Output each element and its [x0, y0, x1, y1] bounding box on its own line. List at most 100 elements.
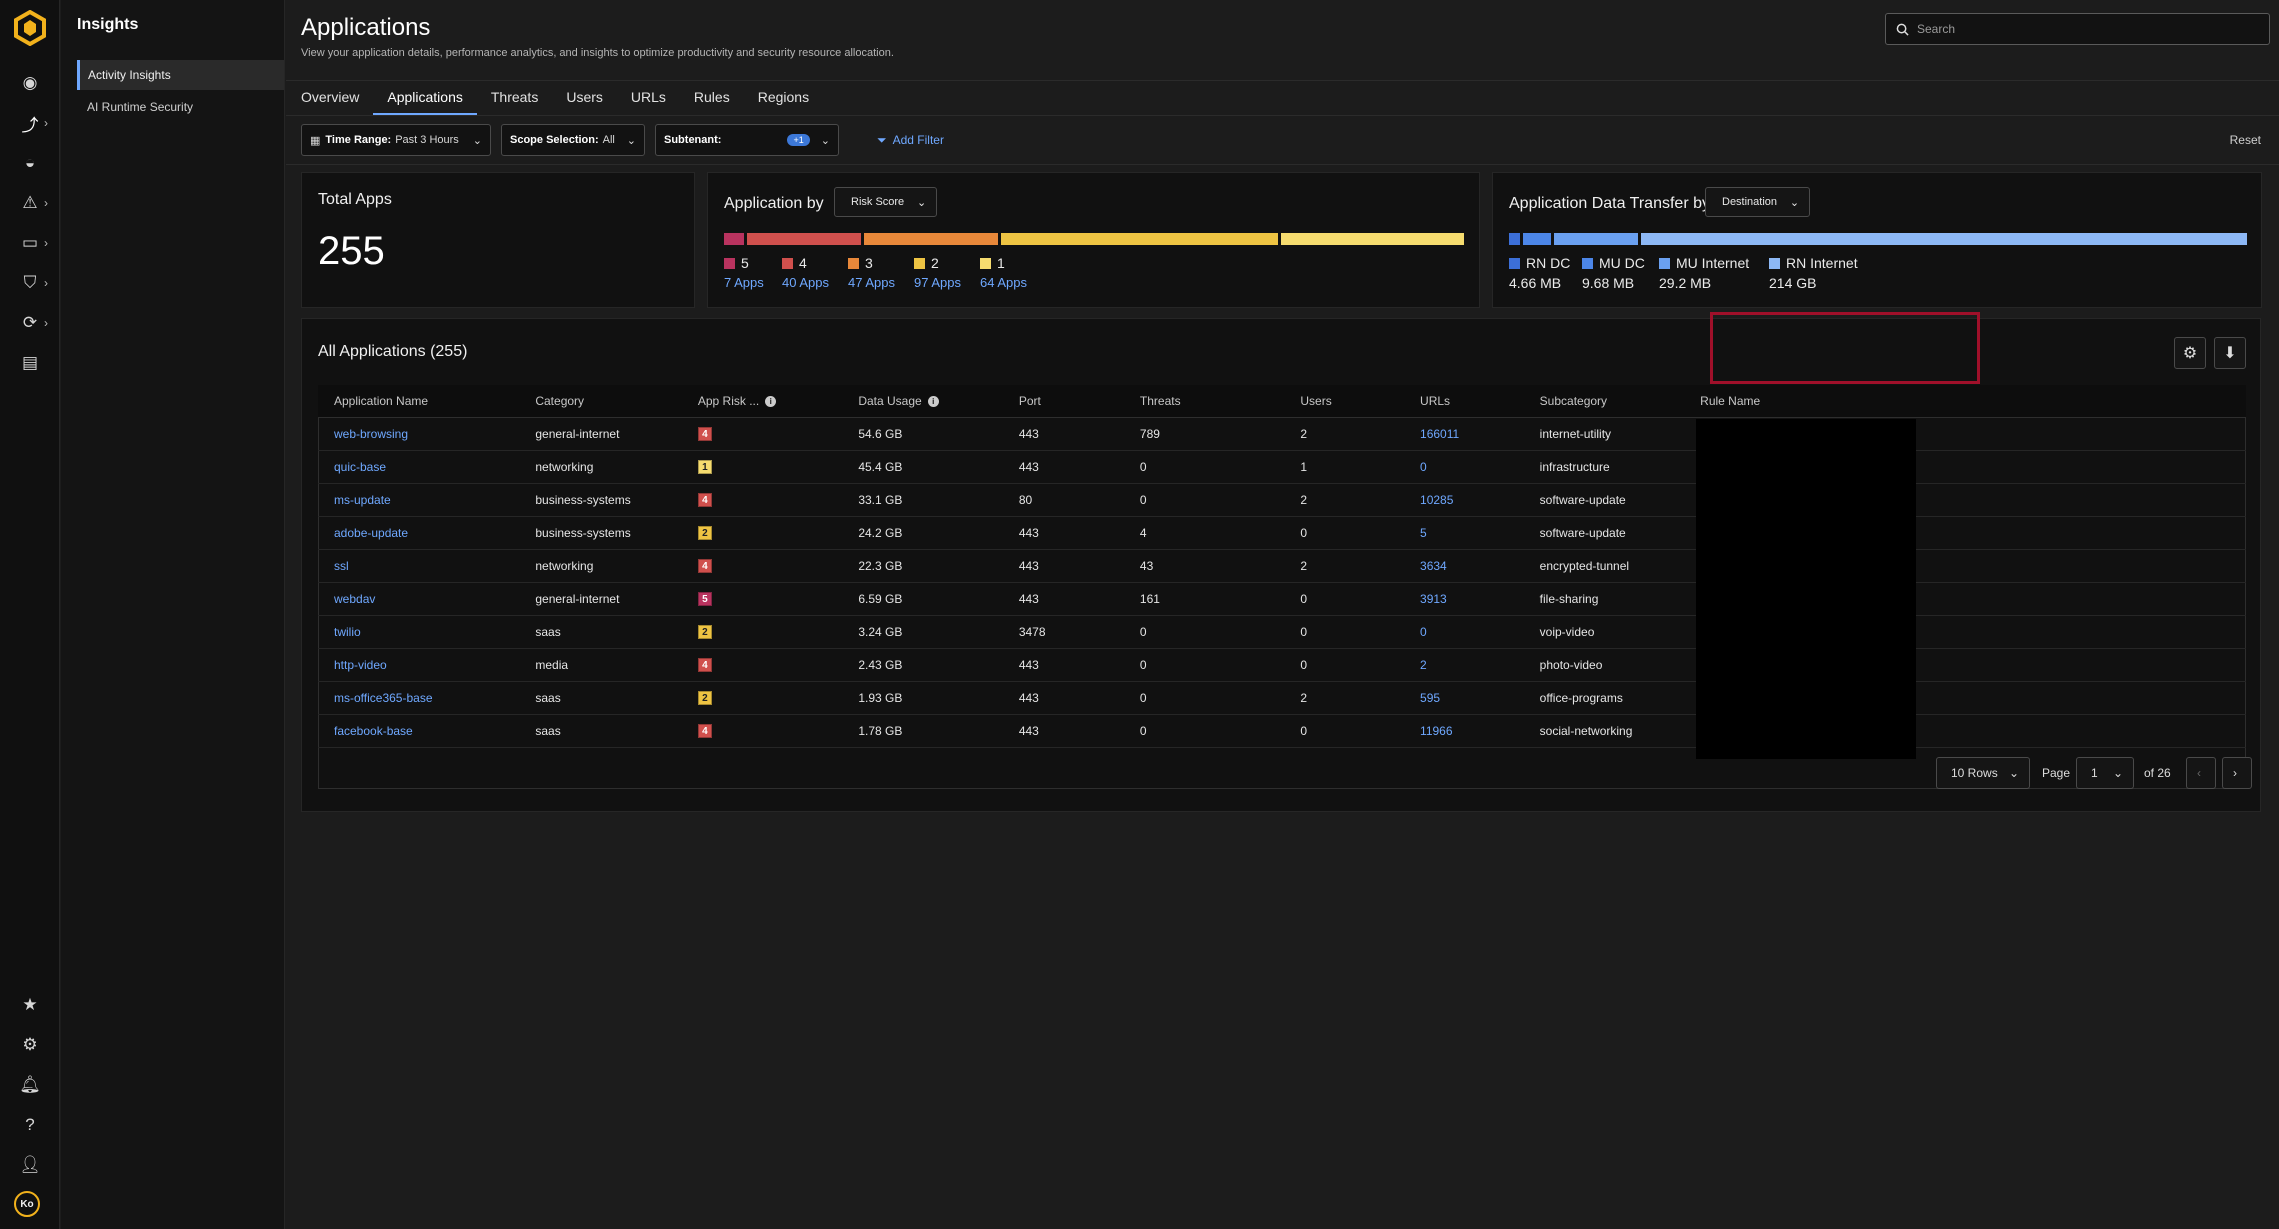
- sidebar-item-activity-insights[interactable]: Activity Insights: [77, 60, 284, 90]
- bell-icon[interactable]: 🔔︎: [19, 1075, 41, 1094]
- table-cell[interactable]: 166011: [1404, 417, 1524, 451]
- risk-segment-4[interactable]: [746, 233, 862, 245]
- tab-regions[interactable]: Regions: [757, 88, 810, 105]
- column-header[interactable]: Users: [1284, 385, 1405, 418]
- risk-segment-1[interactable]: [1281, 233, 1464, 245]
- table-row[interactable]: http-video media 4 2.43 GB 443 0 0 2 photo-video: [318, 648, 2246, 682]
- table-cell[interactable]: 0: [1404, 450, 1524, 484]
- table-row[interactable]: webdav general-internet 5 6.59 GB 443 161 0 391…: [318, 582, 2246, 616]
- shield-icon[interactable]: ⛉: [23, 273, 37, 292]
- legend-app-count-link[interactable]: 7 Apps: [724, 275, 764, 290]
- reset-button[interactable]: Reset: [2229, 133, 2261, 147]
- table-row[interactable]: adobe-update business-systems 2 24.2 GB 443 4…: [318, 516, 2246, 550]
- help-icon[interactable]: ?: [25, 1115, 35, 1134]
- table-row[interactable]: ssl networking 4 22.3 GB 443 43 2 3634 encrypted…: [318, 549, 2246, 583]
- table-row[interactable]: twilio saas 2 3.24 GB 3478 0 0 0 voip-video: [318, 615, 2246, 649]
- table-cell[interactable]: adobe-update: [318, 516, 520, 550]
- next-page-button[interactable]: ›: [2222, 757, 2252, 789]
- info-icon[interactable]: i: [927, 396, 939, 408]
- table-row[interactable]: web-browsing general-internet 4 54.6 GB 443 7…: [318, 417, 2246, 451]
- download-button[interactable]: ⬇: [2214, 337, 2246, 369]
- table-cell[interactable]: 10285: [1404, 483, 1524, 517]
- table-row[interactable]: ms-update business-systems 4 33.1 GB 80 0 2 102…: [318, 483, 2246, 517]
- user-icon[interactable]: 👤︎: [19, 1155, 41, 1174]
- column-header[interactable]: Category: [519, 385, 682, 418]
- tab-threats[interactable]: Threats: [490, 88, 539, 105]
- column-header[interactable]: Rule Name: [1684, 385, 2246, 418]
- sidebar-item-ai-runtime-security[interactable]: AI Runtime Security: [77, 92, 284, 122]
- risk-score-dropdown[interactable]: Risk Score ⌄: [834, 187, 938, 217]
- insights-icon[interactable]: ⤴: [21, 115, 39, 135]
- table-cell[interactable]: 2: [1404, 648, 1524, 682]
- transfer-segment-rn-internet[interactable]: [1641, 233, 2247, 245]
- scope-selection-dropdown[interactable]: Scope Selection: All ⌄: [501, 124, 645, 156]
- chevron-right-icon[interactable]: ›: [44, 316, 48, 330]
- column-header[interactable]: URLs: [1404, 385, 1524, 418]
- workflow-icon[interactable]: ⟳: [22, 313, 38, 332]
- tab-overview[interactable]: Overview: [301, 88, 360, 105]
- table-settings-button[interactable]: ⚙: [2174, 337, 2206, 369]
- table-cell[interactable]: 595: [1404, 681, 1524, 715]
- info-icon[interactable]: i: [765, 396, 777, 408]
- column-header-label: Data Usage: [858, 393, 922, 408]
- table-cell[interactable]: 3634: [1404, 549, 1524, 583]
- table-cell[interactable]: web-browsing: [318, 417, 520, 451]
- chevron-right-icon[interactable]: ›: [44, 276, 48, 290]
- table-cell[interactable]: 5: [1404, 516, 1524, 550]
- legend-app-count-link[interactable]: 64 Apps: [980, 275, 1027, 290]
- chevron-right-icon[interactable]: ›: [44, 116, 48, 130]
- search-input[interactable]: Search: [1885, 13, 2270, 45]
- table-row[interactable]: ms-office365-base saas 2 1.93 GB 443 0 2 595 off…: [318, 681, 2246, 715]
- column-header[interactable]: App Risk ... i: [681, 385, 843, 418]
- tab-applications[interactable]: Applications: [373, 80, 477, 115]
- legend-app-count-link[interactable]: 97 Apps: [914, 275, 961, 290]
- alerts-icon[interactable]: ⚠: [22, 193, 38, 212]
- subtenant-dropdown[interactable]: Subtenant: +1 ⌄: [655, 124, 839, 156]
- table-cell[interactable]: http-video: [318, 648, 520, 682]
- page-number-dropdown[interactable]: 1 ⌄: [2076, 757, 2134, 789]
- transfer-segment-mu-dc[interactable]: [1523, 233, 1551, 245]
- table-cell[interactable]: 11966: [1404, 714, 1524, 748]
- column-header[interactable]: Threats: [1123, 385, 1285, 418]
- legend-app-count-link[interactable]: 40 Apps: [782, 275, 829, 290]
- star-icon[interactable]: ★: [22, 995, 38, 1014]
- add-filter-button[interactable]: ⏷ Add Filter: [877, 124, 944, 156]
- tab-users[interactable]: Users: [566, 88, 603, 105]
- column-header[interactable]: Subcategory: [1523, 385, 1685, 418]
- risk-segment-5[interactable]: [724, 233, 744, 245]
- previous-page-button[interactable]: ‹: [2186, 757, 2216, 789]
- table-row[interactable]: quic-base networking 1 45.4 GB 443 0 1 0 infrast…: [318, 450, 2246, 484]
- risk-segment-3[interactable]: [864, 233, 999, 245]
- monitor-icon[interactable]: ▭: [21, 233, 39, 252]
- dashboard-icon[interactable]: ◒: [24, 153, 36, 172]
- chevron-right-icon[interactable]: ›: [44, 236, 48, 250]
- risk-segment-2[interactable]: [1001, 233, 1279, 245]
- column-header[interactable]: Application Name: [318, 385, 520, 418]
- avatar[interactable]: Ko: [14, 1191, 40, 1217]
- table-cell[interactable]: facebook-base: [318, 714, 520, 748]
- tab-rules[interactable]: Rules: [693, 88, 730, 105]
- table-row[interactable]: facebook-base saas 4 1.78 GB 443 0 0 11966 socia…: [318, 714, 2246, 748]
- radar-icon[interactable]: ◉: [22, 73, 38, 92]
- rows-per-page-dropdown[interactable]: 10 Rows ⌄: [1936, 757, 2030, 789]
- table-cell[interactable]: twilio: [318, 615, 520, 649]
- tab-urls[interactable]: URLs: [630, 88, 666, 105]
- table-cell[interactable]: ssl: [318, 549, 520, 583]
- reports-icon[interactable]: ▤: [21, 353, 39, 372]
- table-cell[interactable]: webdav: [318, 582, 520, 616]
- brand-logo-icon[interactable]: [12, 10, 48, 46]
- table-cell[interactable]: 0: [1404, 615, 1524, 649]
- column-header[interactable]: Data Usage i: [842, 385, 1003, 418]
- destination-dropdown[interactable]: Destination ⌄: [1705, 187, 1811, 217]
- table-cell[interactable]: ms-update: [318, 483, 520, 517]
- table-cell[interactable]: 3913: [1404, 582, 1524, 616]
- gear-icon[interactable]: ⚙: [22, 1035, 38, 1054]
- legend-app-count-link[interactable]: 47 Apps: [848, 275, 895, 290]
- transfer-segment-rn-dc[interactable]: [1509, 233, 1520, 245]
- transfer-segment-mu-internet[interactable]: [1554, 233, 1638, 245]
- time-range-dropdown[interactable]: ▦ Time Range: Past 3 Hours ⌄: [301, 124, 491, 156]
- table-cell[interactable]: ms-office365-base: [318, 681, 520, 715]
- chevron-right-icon[interactable]: ›: [44, 196, 48, 210]
- table-cell[interactable]: quic-base: [318, 450, 520, 484]
- column-header[interactable]: Port: [1002, 385, 1124, 418]
